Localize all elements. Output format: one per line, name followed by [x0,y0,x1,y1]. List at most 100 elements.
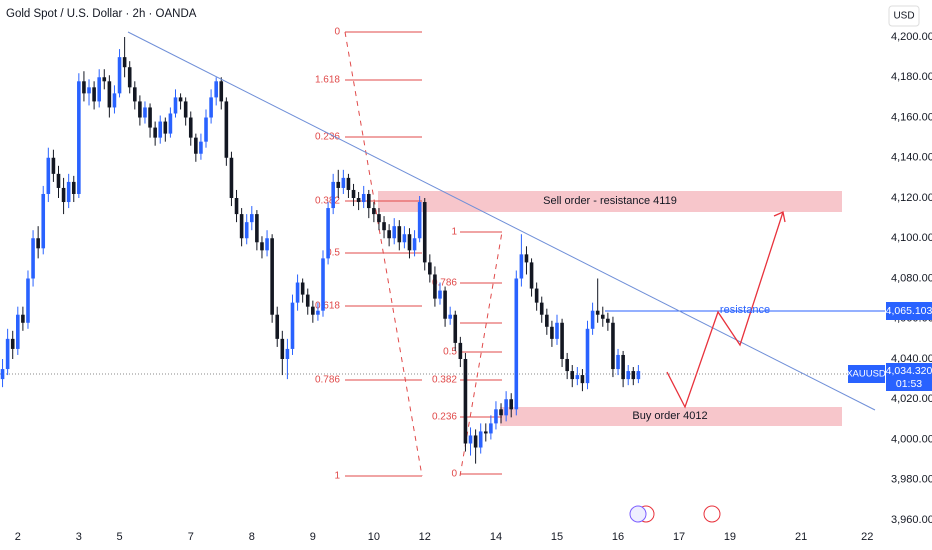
candle-body [82,81,86,94]
candle-body [41,193,46,249]
candle-body [265,238,269,251]
candle-body [214,81,218,98]
candle-body [560,322,564,359]
candle-body [66,181,71,203]
candle-body [194,137,198,154]
candle-body [458,342,463,359]
x-tick-label: 10 [368,531,380,543]
candle-body [51,157,56,174]
candle-body [234,198,239,215]
candle-body [636,371,641,380]
fib-diagonal [344,31,423,477]
candle-body [56,173,61,188]
x-tick-label: 22 [861,531,873,543]
candle-body [26,278,30,323]
candle-body [260,242,264,251]
candle-body [595,310,600,315]
candle-body [311,306,315,315]
candle-body [580,375,585,384]
candle-body [36,238,40,249]
candle-body [107,81,112,108]
candle-body [590,310,595,329]
candle-body [77,81,81,194]
currency: USD [893,11,914,22]
candle-body [158,121,163,138]
candle-body [372,208,376,215]
annotations-over: Sell order - resistance 4119 Buy order 4… [127,31,876,523]
candle-body [285,348,290,359]
x-tick-label: 21 [795,531,807,543]
candle-body [483,431,488,434]
candle-body [341,177,346,188]
price-tag-text: 4,065.103 [886,305,932,317]
x-tick-label: 3 [76,531,82,543]
candle-body [534,288,539,303]
x-tick-label: 14 [490,531,502,543]
candle-body [346,177,351,190]
sell-zone [378,191,842,212]
fib-label: 0 [334,27,340,38]
candle-body [244,222,249,239]
candle-body [326,208,330,259]
trendline [127,31,876,411]
candle-body [336,181,341,188]
candle-body [433,274,437,299]
fib-label: 0.236 [315,132,340,143]
candle-body [270,238,274,315]
candle-body [255,214,259,243]
y-tick-label: 4,020.000 [891,393,932,405]
candle-body [5,338,10,370]
candle-body [132,87,137,102]
candle-body [524,254,529,263]
candle-body [148,107,152,128]
fib-label: 0.5 [443,347,457,358]
candle-body [555,322,559,339]
candle-body [489,423,493,434]
candle-body [509,399,514,410]
candle-body [565,358,569,372]
candle-body [382,222,386,231]
candle-body [275,314,280,339]
candle-body [443,290,447,319]
candle-body [16,314,20,349]
candle-body [331,181,335,209]
candle-body [321,258,325,311]
candle-body [31,238,35,279]
currency-box [888,5,920,27]
fib-label: 1 [451,227,457,238]
candles [0,37,641,464]
fib-label: 1.618 [315,75,340,86]
candle-body [585,328,590,384]
y-tick-label: 3,980.000 [891,474,932,486]
resistance-label: resistance [720,304,770,316]
candle-body [621,354,625,380]
candle-body [463,358,468,444]
y-tick-label: 3,960.000 [891,514,932,526]
candle-body [305,294,310,307]
price-axis [886,0,932,525]
candle-body [209,97,213,118]
y-tick-label: 4,180.000 [891,71,932,83]
candle-body [0,369,5,380]
candle-body [570,371,575,380]
candle-body [112,93,117,108]
candle-body [499,409,503,416]
axes: 3,960.000 3,980.000 4,000.000 4,020.000 4,04… [15,31,932,543]
candle-body [280,338,285,359]
candle-body [46,157,51,194]
y-tick-label: 4,120.000 [891,192,932,204]
y-tick-label: 4,080.000 [891,272,932,284]
candle-body [600,314,605,319]
candle-body [402,234,407,243]
candle-body [10,338,15,349]
candle-body [199,141,203,154]
candle-body [204,117,208,142]
candle-body [407,234,412,251]
arrow-head [773,211,786,223]
last-price-text: 4,034.320 [886,365,932,377]
fib-label: 0.5 [326,248,340,259]
candle-body [143,107,147,118]
fib-label: 0 [451,469,457,480]
candle-body [239,214,244,239]
